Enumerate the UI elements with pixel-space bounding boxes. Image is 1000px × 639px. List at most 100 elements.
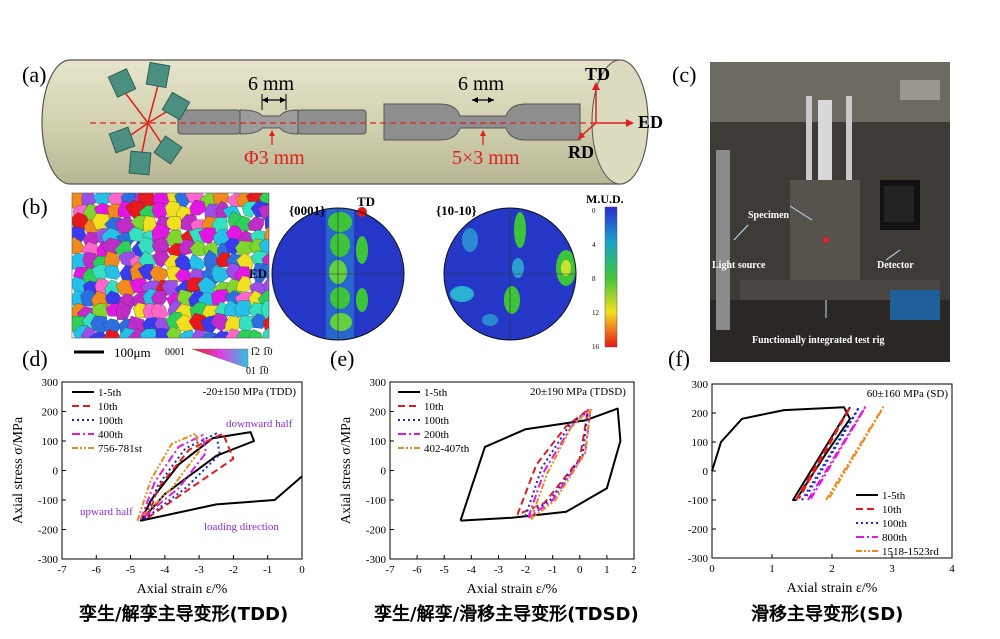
- y-tick-label: 200: [370, 407, 387, 419]
- colorbar-tick-label: 0: [592, 207, 596, 215]
- y-tick-label: -200: [688, 524, 709, 536]
- x-tick-label: 1: [604, 564, 610, 576]
- x-axis-label: Axial strain ε/%: [787, 581, 878, 596]
- x-tick-label: 0: [299, 564, 305, 576]
- x-tick-label: 2: [829, 563, 835, 575]
- x-tick-label: -5: [440, 564, 450, 576]
- grain: [263, 276, 269, 295]
- axis-td-label: TD: [585, 64, 610, 84]
- x-tick-label: -4: [160, 564, 170, 576]
- series-line-4: [825, 406, 884, 501]
- ipf-1210-label: 1̅2 1̅0: [250, 347, 273, 358]
- colorbar-tick-label: 4: [592, 241, 596, 249]
- grain: [140, 328, 158, 338]
- grain: [189, 240, 208, 257]
- grain: [103, 329, 121, 338]
- panel-c-label: (c): [672, 62, 696, 87]
- legend-label: 1518-1523rd: [882, 546, 939, 558]
- grain: [236, 275, 254, 292]
- x-tick-label: 0: [709, 563, 715, 575]
- pole-figure-0001: {0001} TD ED: [249, 194, 405, 341]
- x-tick-label: -5: [126, 564, 136, 576]
- grain: [137, 236, 156, 254]
- chart-0: (d) -7 -6 -5 -4 -3 -2 -1 0 -300 -200 -100 0 100 200 300…: [11, 346, 305, 597]
- dim1-bottom-label: Φ3 mm: [244, 147, 305, 169]
- scale-bar-label: 100μm: [114, 345, 151, 360]
- grain: [260, 300, 269, 318]
- grain: [258, 238, 269, 257]
- grain: [104, 264, 121, 280]
- x-tick-label: -2: [229, 564, 238, 576]
- specimen-label: Specimen: [748, 210, 790, 221]
- caption-f: 滑移主导变形(SD): [751, 603, 903, 625]
- pf1-title: {0001}: [289, 203, 325, 218]
- y-tick-label: 0: [381, 466, 387, 478]
- y-tick-label: 200: [42, 407, 59, 419]
- legend-label: 10th: [424, 401, 444, 413]
- flat-specimen: [383, 103, 581, 141]
- series-line-0: [711, 406, 851, 501]
- round-specimen: [177, 109, 367, 135]
- colorbar-tick-label: 16: [592, 343, 600, 351]
- y-tick-label: -300: [38, 554, 59, 566]
- y-tick-label: -300: [366, 554, 387, 566]
- grain: [189, 199, 207, 216]
- dimension-1: 6 mm Φ3 mm: [244, 73, 305, 169]
- dim2-bottom-label: 5×3 mm: [452, 147, 520, 169]
- pole-figure-1010: {10-10}: [436, 203, 577, 341]
- series-line-2: [801, 406, 860, 501]
- series-line-1: [146, 432, 235, 519]
- x-tick-label: -6: [92, 564, 102, 576]
- x-tick-label: -3: [494, 564, 504, 576]
- legend-label: 1-5th: [882, 490, 906, 502]
- grain: [241, 201, 258, 218]
- x-tick-label: -4: [467, 564, 477, 576]
- chart-panel-label: (d): [22, 346, 48, 371]
- legend-label: 1-5th: [424, 387, 448, 399]
- series-line-1: [795, 406, 851, 501]
- x-axis-label: Axial strain ε/%: [467, 582, 558, 597]
- series-line-2: [143, 432, 221, 520]
- legend-label: 400th: [98, 429, 124, 441]
- tube-end-cap: [591, 59, 649, 185]
- legend-label: 200th: [424, 429, 450, 441]
- y-tick-label: -100: [38, 495, 59, 507]
- grain: [91, 213, 110, 230]
- x-tick-label: 4: [949, 563, 955, 575]
- grain: [165, 326, 184, 338]
- chart-2: (f) 0 1 2 3 4 -300 -200 -100 0 100 200 300 Axial stra…: [668, 346, 955, 596]
- x-tick-label: 1: [769, 563, 775, 575]
- x-tick-label: 0: [577, 564, 583, 576]
- caption-e: 孪生/解孪/滑移主导变形(TDSD): [374, 603, 639, 625]
- y-tick-label: 200: [692, 408, 709, 420]
- legend-label: 100th: [424, 415, 450, 427]
- grain: [264, 214, 269, 230]
- pf-td-label: TD: [357, 194, 375, 209]
- x-tick-label: -1: [548, 564, 557, 576]
- tool-cluster: [107, 61, 191, 176]
- series-line-3: [807, 406, 866, 501]
- y-tick-label: 300: [692, 379, 709, 391]
- light-source-label: Light source: [712, 260, 766, 271]
- colorbar-title: M.U.D.: [586, 192, 624, 206]
- grain: [257, 264, 269, 279]
- grain: [211, 265, 229, 283]
- y-tick-label: -200: [366, 525, 387, 537]
- series-line-0: [139, 431, 303, 522]
- pf-ed-label: ED: [249, 266, 267, 281]
- x-axis-label: Axial strain ε/%: [137, 582, 228, 597]
- y-tick-label: -200: [38, 525, 59, 537]
- chart-annotation: -20±150 MPa (TDD): [203, 386, 297, 398]
- legend-label: 1-5th: [98, 387, 122, 399]
- charts-group: (d)-7 -6 -5 -4 -3 -2 -1 0-300-200-1000100200300…: [11, 346, 955, 597]
- chart-annotation: 60±160 MPa (SD): [867, 388, 949, 400]
- colorbar-tick-label: 8: [592, 275, 596, 283]
- chart-panel-label: (f): [668, 346, 690, 371]
- plot-frame: [711, 383, 953, 559]
- x-tick-label: 3: [889, 563, 895, 575]
- y-tick-label: 300: [370, 377, 387, 389]
- y-tick-label: -100: [688, 495, 709, 507]
- chart-panel-label: (e): [330, 346, 354, 371]
- y-axis-label: Axial stress σ/MPa: [339, 416, 354, 524]
